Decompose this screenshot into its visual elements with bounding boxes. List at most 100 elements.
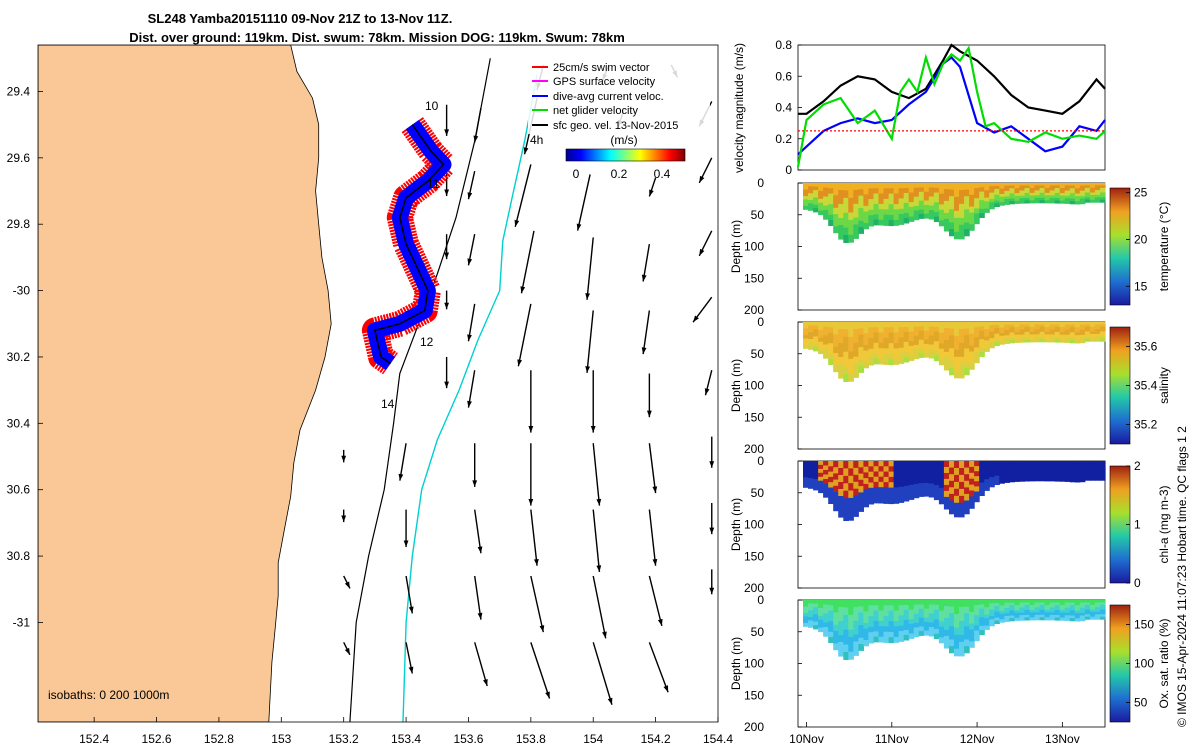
colorbar-tick-label: 2 bbox=[1134, 459, 1141, 473]
velocity-vector bbox=[444, 104, 450, 136]
svg-text:dive-avg current veloc.: dive-avg current veloc. bbox=[553, 91, 664, 103]
depth-tick-label: 200 bbox=[744, 303, 764, 317]
colorbar-tick-label: 35.6 bbox=[1134, 340, 1158, 354]
depth-tick-label: 0 bbox=[757, 176, 764, 190]
map-colorbar: (m/s) 0 0.2 0.4 bbox=[565, 133, 686, 181]
isobath-200-line bbox=[349, 58, 491, 722]
velocity-plot-area bbox=[797, 44, 1106, 171]
glider-track bbox=[374, 124, 445, 365]
velocity-vector bbox=[592, 575, 607, 639]
day-label-10: 10 bbox=[425, 99, 439, 113]
svg-text:25cm/s swim vector: 25cm/s swim vector bbox=[553, 62, 650, 74]
velocity-y-tick-label: 0.6 bbox=[775, 69, 792, 83]
day-label-11: 11 bbox=[427, 177, 440, 191]
velocity-vector bbox=[341, 509, 347, 523]
velocity-y-tick-label: 0 bbox=[785, 163, 792, 177]
depth-tick-label: 50 bbox=[751, 347, 765, 361]
depth-tick-label: 0 bbox=[757, 593, 764, 607]
depth-ylabel: Depth (m) bbox=[729, 359, 743, 412]
depth-tick-label: 100 bbox=[744, 240, 764, 254]
profile-panel-salinity: 0 50 100 150 200 Depth (m) 35.2 35.4 35.6 salinit… bbox=[729, 315, 1171, 456]
velocity-vector bbox=[467, 170, 476, 200]
velocity-y-ticks: 0 0.2 0.4 0.6 0.8 bbox=[775, 38, 802, 177]
legend-entry-net-glider: net glider velocity bbox=[532, 105, 638, 117]
velocity-vector bbox=[530, 575, 545, 633]
velocity-vector bbox=[444, 290, 450, 310]
depth-tick-label: 150 bbox=[744, 688, 764, 702]
map-x-tick-label: 154.4 bbox=[703, 732, 733, 746]
map-y-tick-label: 30.4 bbox=[7, 416, 31, 430]
velocity-vector bbox=[398, 443, 407, 481]
profile-data-cloud bbox=[803, 183, 1106, 243]
velocity-vector bbox=[405, 575, 414, 614]
velocity-vector bbox=[709, 502, 715, 535]
depth-tick-label: 200 bbox=[744, 442, 764, 456]
velocity-vector bbox=[648, 509, 658, 566]
map-x-tick-label: 154.2 bbox=[641, 732, 671, 746]
depth-tick-label: 100 bbox=[744, 379, 764, 393]
velocity-vector bbox=[405, 642, 414, 674]
profile-data-cloud bbox=[803, 322, 1106, 382]
depth-tick-label: 50 bbox=[751, 625, 765, 639]
velocity-y-tick-label: 0.2 bbox=[775, 132, 792, 146]
svg-text:sfc geo. vel. 13-Nov-2015: sfc geo. vel. 13-Nov-2015 bbox=[553, 120, 678, 132]
profile-colorbar: 50 100 150 Ox. sat. ratio (%) bbox=[1109, 604, 1171, 723]
velocity-vector bbox=[698, 157, 713, 184]
depth-tick-label: 200 bbox=[744, 581, 764, 595]
colorbar-label: chl-a (mg m-3) bbox=[1157, 485, 1171, 563]
velocity-vector bbox=[592, 443, 602, 506]
velocity-vector bbox=[704, 370, 713, 396]
depth-tick-label: 0 bbox=[757, 315, 764, 329]
time-tick-label: 10Nov bbox=[789, 732, 824, 746]
velocity-vector bbox=[474, 642, 488, 687]
map-panel: SL248 Yamba20151110 09-Nov 21Z to 13-Nov… bbox=[7, 11, 734, 746]
isobath-1000-line bbox=[402, 74, 538, 722]
velocity-vector bbox=[648, 575, 663, 627]
profile-colorbar: 15 20 25 temperature (°C) bbox=[1109, 186, 1171, 306]
colorbar-label: salinity bbox=[1157, 367, 1171, 404]
profile-colorbar: 35.2 35.4 35.6 salinity bbox=[1109, 326, 1171, 445]
velocity-vector bbox=[590, 370, 596, 433]
velocity-series bbox=[796, 43, 1106, 168]
velocity-vector bbox=[474, 575, 483, 620]
profile-colorbar: 0 1 2 chl-a (mg m-3) bbox=[1109, 459, 1171, 590]
colorbar-unit: (m/s) bbox=[610, 133, 637, 147]
map-y-tick-label: 30.8 bbox=[7, 549, 31, 563]
colorbar-tick-label: 100 bbox=[1134, 657, 1154, 671]
velocity-vector bbox=[528, 370, 534, 433]
map-title: SL248 Yamba20151110 09-Nov 21Z to 13-Nov… bbox=[148, 11, 453, 26]
profile-data-cloud bbox=[803, 600, 1106, 660]
map-x-tick-label: 154 bbox=[583, 732, 603, 746]
colorbar-label: Ox. sat. ratio (%) bbox=[1157, 618, 1171, 708]
depth-tick-label: 50 bbox=[751, 208, 765, 222]
velocity-vector bbox=[692, 296, 713, 323]
velocity-vector bbox=[641, 244, 651, 282]
velocity-vector bbox=[444, 356, 450, 389]
time-x-ticks: 10Nov 11Nov 12Nov 13Nov bbox=[789, 722, 1080, 746]
velocity-vector bbox=[473, 107, 482, 143]
colorbar-tick-label: 25 bbox=[1134, 186, 1148, 200]
map-legend: 25cm/s swim vector GPS surface velocity … bbox=[528, 56, 710, 134]
footer-credit: © IMOS 15-Apr-2024 11:07:23 Hobart time.… bbox=[1175, 426, 1189, 727]
colorbar-tick-1: 0.2 bbox=[611, 167, 628, 181]
velocity-vector bbox=[528, 443, 534, 506]
velocity-vector bbox=[403, 509, 409, 548]
velocity-vector bbox=[585, 310, 594, 373]
svg-text:net glider velocity: net glider velocity bbox=[553, 105, 638, 117]
velocity-vector bbox=[467, 234, 476, 266]
depth-ylabel: Depth (m) bbox=[729, 220, 743, 273]
depth-ylabel: Depth (m) bbox=[729, 498, 743, 551]
time-tick-label: 11Nov bbox=[875, 732, 909, 746]
map-x-tick-label: 153 bbox=[271, 732, 291, 746]
map-x-tick-label: 153.8 bbox=[516, 732, 546, 746]
svg-text:GPS surface velocity: GPS surface velocity bbox=[553, 76, 656, 88]
velocity-vector bbox=[444, 234, 450, 260]
velocity-vector bbox=[467, 370, 476, 408]
day-label-14: 14 bbox=[381, 397, 395, 411]
colorbar-tick-label: 50 bbox=[1134, 696, 1148, 710]
velocity-vector bbox=[709, 569, 715, 595]
map-x-tick-label: 152.4 bbox=[79, 732, 109, 746]
velocity-vector bbox=[585, 237, 594, 300]
